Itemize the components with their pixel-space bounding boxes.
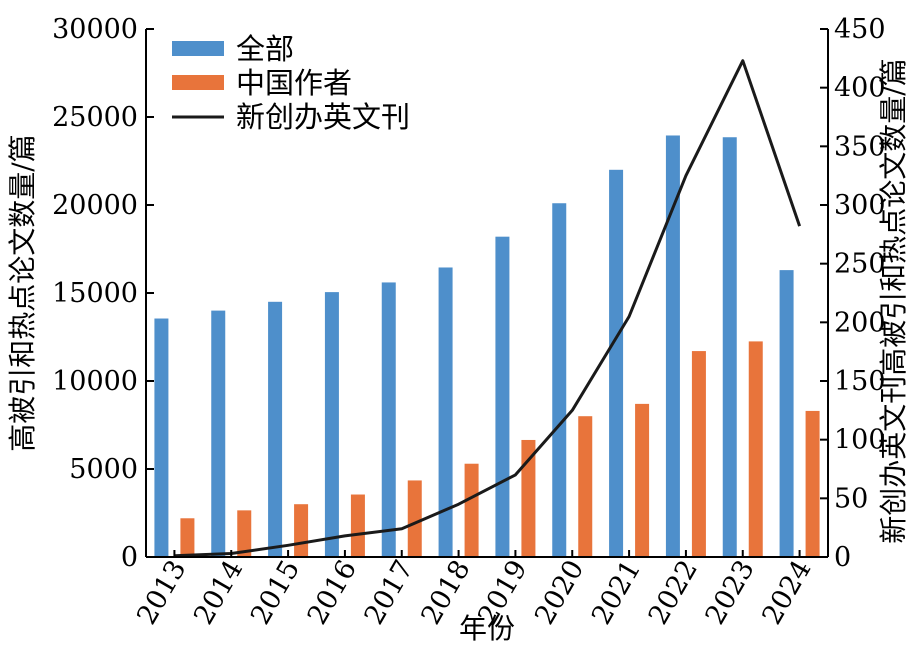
bars-layer <box>154 135 820 558</box>
y-tick-label: 10000 <box>52 366 138 397</box>
x-tick-label: 2015 <box>245 555 306 630</box>
bar-chinese-authors-2014 <box>237 510 252 557</box>
bar-chinese-authors-2016 <box>350 494 365 557</box>
bar-all-2016 <box>324 292 339 557</box>
x-tick-label: 2020 <box>529 555 590 630</box>
bar-chinese-authors-2024 <box>805 410 820 557</box>
x-tick-label: 2022 <box>643 555 704 630</box>
y-axis-title: 高被引和热点论文数量/篇 <box>6 134 39 451</box>
y2-tick-label: 150 <box>834 366 886 397</box>
bar-all-2021 <box>609 169 624 558</box>
bar-all-2020 <box>552 203 567 558</box>
y2-axis-title: 新创办英文刊高被引和热点论文数量/篇 <box>877 58 910 543</box>
y-tick-label: 25000 <box>52 102 138 133</box>
x-axis-title: 年份 <box>459 612 515 645</box>
x-tick-label: 2023 <box>700 555 761 630</box>
y2-tick-label: 100 <box>834 425 886 456</box>
y2-tick-label: 350 <box>834 131 886 162</box>
bar-all-2014 <box>211 310 226 557</box>
legend-label: 中国作者 <box>236 66 352 100</box>
y-tick-label: 0 <box>121 542 138 573</box>
bar-all-2024 <box>779 270 794 557</box>
y-tick-label: 30000 <box>52 14 138 45</box>
x-tick-label: 2016 <box>302 555 363 630</box>
x-tick-label: 2021 <box>586 555 647 630</box>
bar-chinese-authors-2020 <box>578 416 593 557</box>
line-new-journals <box>174 59 802 558</box>
bar-chinese-authors-2023 <box>748 341 763 557</box>
bar-chinese-authors-2018 <box>464 463 479 557</box>
x-tick-label: 2014 <box>188 555 249 630</box>
bar-chinese-authors-2019 <box>521 439 536 557</box>
bar-all-2018 <box>438 267 453 557</box>
legend-swatch <box>172 41 224 56</box>
bar-all-2017 <box>381 282 396 557</box>
bar-all-2019 <box>495 236 510 557</box>
y-tick-label: 15000 <box>52 278 138 309</box>
bar-all-2022 <box>665 135 680 558</box>
x-tick-label: 2024 <box>756 555 817 630</box>
x-tick-label: 2017 <box>359 555 420 630</box>
y2-tick-label: 300 <box>834 190 886 221</box>
y2-tick-label: 200 <box>834 307 886 338</box>
bar-all-2013 <box>154 318 169 557</box>
y2-tick-label: 250 <box>834 249 886 280</box>
bar-all-2023 <box>722 137 737 558</box>
y2-tick-label: 450 <box>834 14 886 45</box>
y2-tick-label: 400 <box>834 73 886 104</box>
x-tick-label: 2013 <box>131 555 192 630</box>
bar-chinese-authors-2022 <box>691 351 706 557</box>
line-layer <box>174 59 802 558</box>
y2-tick-label: 50 <box>834 483 868 514</box>
bar-chinese-authors-2017 <box>407 480 422 557</box>
legend-swatch <box>172 75 224 90</box>
y2-tick-label: 0 <box>834 542 851 573</box>
y-tick-label: 20000 <box>52 190 138 221</box>
bar-chinese-authors-2013 <box>180 518 195 557</box>
legend-label: 新创办英文刊 <box>236 100 410 134</box>
bar-chinese-authors-2015 <box>294 504 309 557</box>
bar-chinese-authors-2021 <box>635 403 650 557</box>
bar-all-2015 <box>268 301 283 557</box>
y-tick-label: 5000 <box>69 454 138 485</box>
legend-label: 全部 <box>236 32 294 66</box>
